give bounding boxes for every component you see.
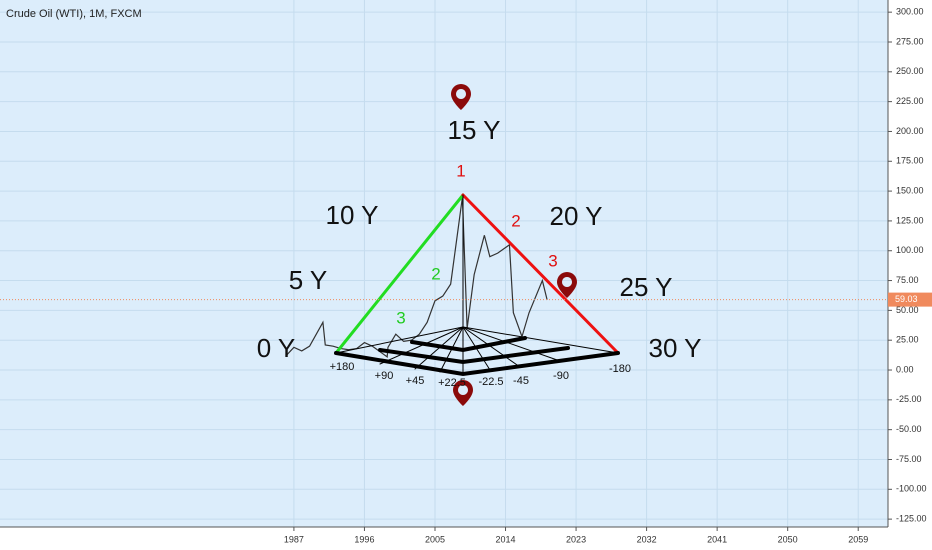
y-tick-label: 250.00: [896, 66, 924, 76]
annotation: 2: [511, 211, 520, 230]
annotation: 15 Y: [447, 115, 500, 145]
y-tick-label: 150.00: [896, 185, 924, 195]
y-tick-label: 300.00: [896, 7, 924, 17]
pins: [451, 84, 577, 406]
y-tick-label: -25.00: [896, 394, 922, 404]
drawings: [334, 84, 620, 406]
y-tick-label: -125.00: [896, 514, 927, 524]
annotation: 25 Y: [619, 272, 672, 302]
annotation: 0 Y: [257, 333, 296, 363]
green-line: [334, 193, 465, 355]
x-tick-label: 1987: [284, 534, 304, 544]
y-tick-label: 75.00: [896, 275, 919, 285]
last-price-label: 59.03: [895, 294, 918, 304]
x-tick-label: 2050: [778, 534, 798, 544]
x-tick-label: 2023: [566, 534, 586, 544]
x-tick-label: 2005: [425, 534, 445, 544]
y-tick-label: -100.00: [896, 484, 927, 494]
x-tick-label: 2059: [848, 534, 868, 544]
annotation: 10 Y: [325, 200, 378, 230]
y-tick-label: 275.00: [896, 36, 924, 46]
annotation: -90: [553, 370, 569, 382]
y-tick-label: -50.00: [896, 424, 922, 434]
x-tick-label: 1996: [354, 534, 374, 544]
annotation: 20 Y: [549, 201, 602, 231]
annotation: +22.5: [438, 377, 466, 389]
annotations: 15 Y 10 Y 20 Y 5 Y 25 Y 0 Y 30 Y 1 2 3 2 3 +180 +90 +4…: [257, 115, 702, 389]
y-tick-label: 225.00: [896, 96, 924, 106]
annotation: -22.5: [478, 376, 503, 388]
y-tick-label: 175.00: [896, 156, 924, 166]
y-tick-label: 200.00: [896, 126, 924, 136]
y-tick-label: 125.00: [896, 215, 924, 225]
x-tick-label: 2041: [707, 534, 727, 544]
annotation: 2: [431, 264, 440, 283]
annotation: -45: [513, 375, 529, 387]
plot-area: [0, 0, 888, 527]
annotation: +45: [406, 375, 425, 387]
grid: [0, 0, 888, 527]
y-tick-label: 50.00: [896, 305, 919, 315]
y-tick-label: 0.00: [896, 364, 914, 374]
x-tick-label: 2032: [637, 534, 657, 544]
levels: [334, 336, 620, 377]
annotation: +90: [375, 370, 394, 382]
x-tick-label: 2014: [496, 534, 516, 544]
annotation: +180: [330, 361, 355, 373]
last-price-tag: [888, 292, 932, 307]
annotation: 3: [396, 308, 405, 327]
annotation: 30 Y: [648, 333, 701, 363]
red-line: [461, 193, 620, 355]
annotation: -180: [609, 363, 631, 375]
annotation: 1: [456, 161, 465, 180]
y-tick-label: 25.00: [896, 335, 919, 345]
annotation: 3: [548, 251, 557, 270]
chart-title: Crude Oil (WTI), 1M, FXCM: [6, 8, 142, 20]
y-tick-label: -75.00: [896, 454, 922, 464]
y-tick-label: 100.00: [896, 245, 924, 255]
annotation: 5 Y: [289, 265, 328, 295]
